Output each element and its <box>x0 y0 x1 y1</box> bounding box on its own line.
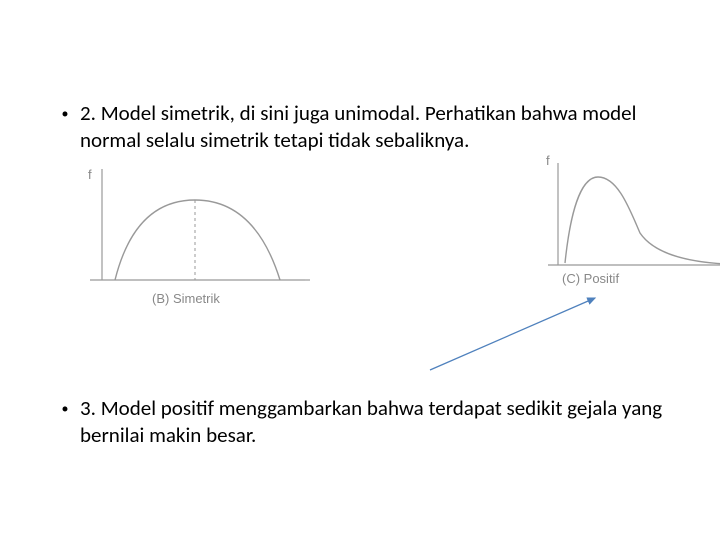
bullet-marker: • <box>50 395 80 418</box>
bullet-marker: • <box>50 100 80 123</box>
svg-text:f: f <box>546 155 550 168</box>
figure-symmetric-caption: (B) Simetrik <box>152 291 220 306</box>
figure-positive: f (C) Positif <box>540 155 720 295</box>
figures-row: f (B) Simetrik f (C) Positif <box>50 165 670 365</box>
bullet-item-2: • 3. Model positif menggambarkan bahwa t… <box>50 395 670 450</box>
positive-curve-svg: f (C) Positif <box>540 155 720 290</box>
svg-text:f: f <box>88 167 92 182</box>
bullet-text-2: 3. Model positif menggambarkan bahwa ter… <box>80 395 670 450</box>
bullet-item-1: • 2. Model simetrik, di sini juga unimod… <box>50 100 670 155</box>
figure-positive-caption: (C) Positif <box>562 271 619 286</box>
slide: • 2. Model simetrik, di sini juga unimod… <box>0 0 720 540</box>
figure-symmetric: f (B) Simetrik <box>80 165 310 315</box>
bullet-text-1: 2. Model simetrik, di sini juga unimodal… <box>80 100 670 155</box>
pointer-arrow <box>420 290 620 380</box>
symmetric-curve-svg: f (B) Simetrik <box>80 165 310 310</box>
